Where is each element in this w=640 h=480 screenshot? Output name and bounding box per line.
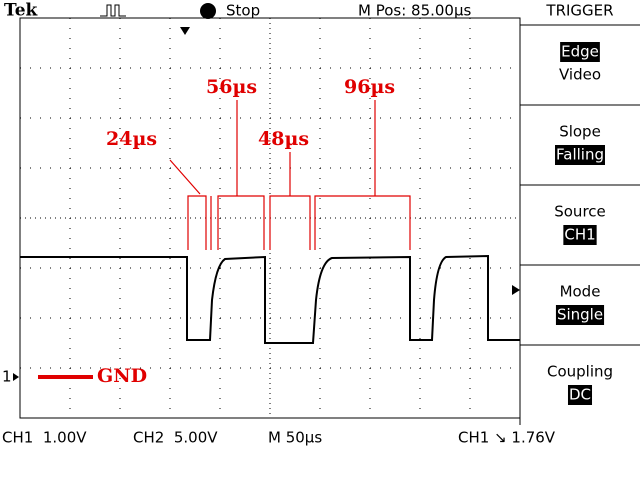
stop-icon (200, 3, 216, 19)
menu-top: Mode (560, 283, 601, 301)
annotation-48us: 48µs (258, 128, 309, 150)
menu-highlight (555, 145, 605, 165)
run-status: Stop (226, 2, 260, 20)
menu-highlight (560, 42, 600, 62)
time-scale: M 50µs (268, 429, 322, 447)
ch2-scale: CH2 5.00V (133, 429, 218, 447)
trigger-level-marker (512, 285, 520, 295)
menu-title: TRIGGER (545, 2, 613, 20)
menu-highlight (563, 225, 597, 245)
waveform (20, 254, 520, 344)
annotation-56us: 56µs (206, 76, 257, 98)
channel-arrow (13, 373, 19, 381)
menu-bottom: Video (559, 66, 601, 84)
acquire-icon (100, 4, 126, 17)
horizontal-position: M Pos: 85.00µs (358, 2, 472, 20)
side-menu: Edge Video Slope Falling Source CH1 Mode Single… (519, 18, 640, 425)
menu-top: Slope (559, 123, 601, 141)
annotation-96us: 96µs (344, 76, 395, 98)
gnd-label: GND (97, 365, 147, 387)
annotation-24us: 24µs (106, 128, 157, 150)
menu-bottom: CH1 (564, 226, 595, 244)
menu-highlight (567, 385, 593, 405)
brand: Tek (4, 1, 39, 21)
menu-top: Coupling (547, 363, 613, 381)
menu-bottom: Single (557, 306, 603, 324)
menu-bottom: Falling (556, 146, 604, 164)
menu-top: Source (554, 203, 606, 221)
ch1-scale: CH1 1.00V (2, 429, 87, 447)
menu-highlight (555, 305, 605, 325)
menu-bottom: DC (569, 386, 591, 404)
trigger-readout: CH1 ↘ 1.76V (458, 429, 556, 447)
annotation-brackets (169, 100, 411, 250)
trigger-position-marker (180, 27, 190, 35)
menu-top: Edge (561, 43, 599, 61)
channel-marker: 1 (2, 368, 12, 386)
